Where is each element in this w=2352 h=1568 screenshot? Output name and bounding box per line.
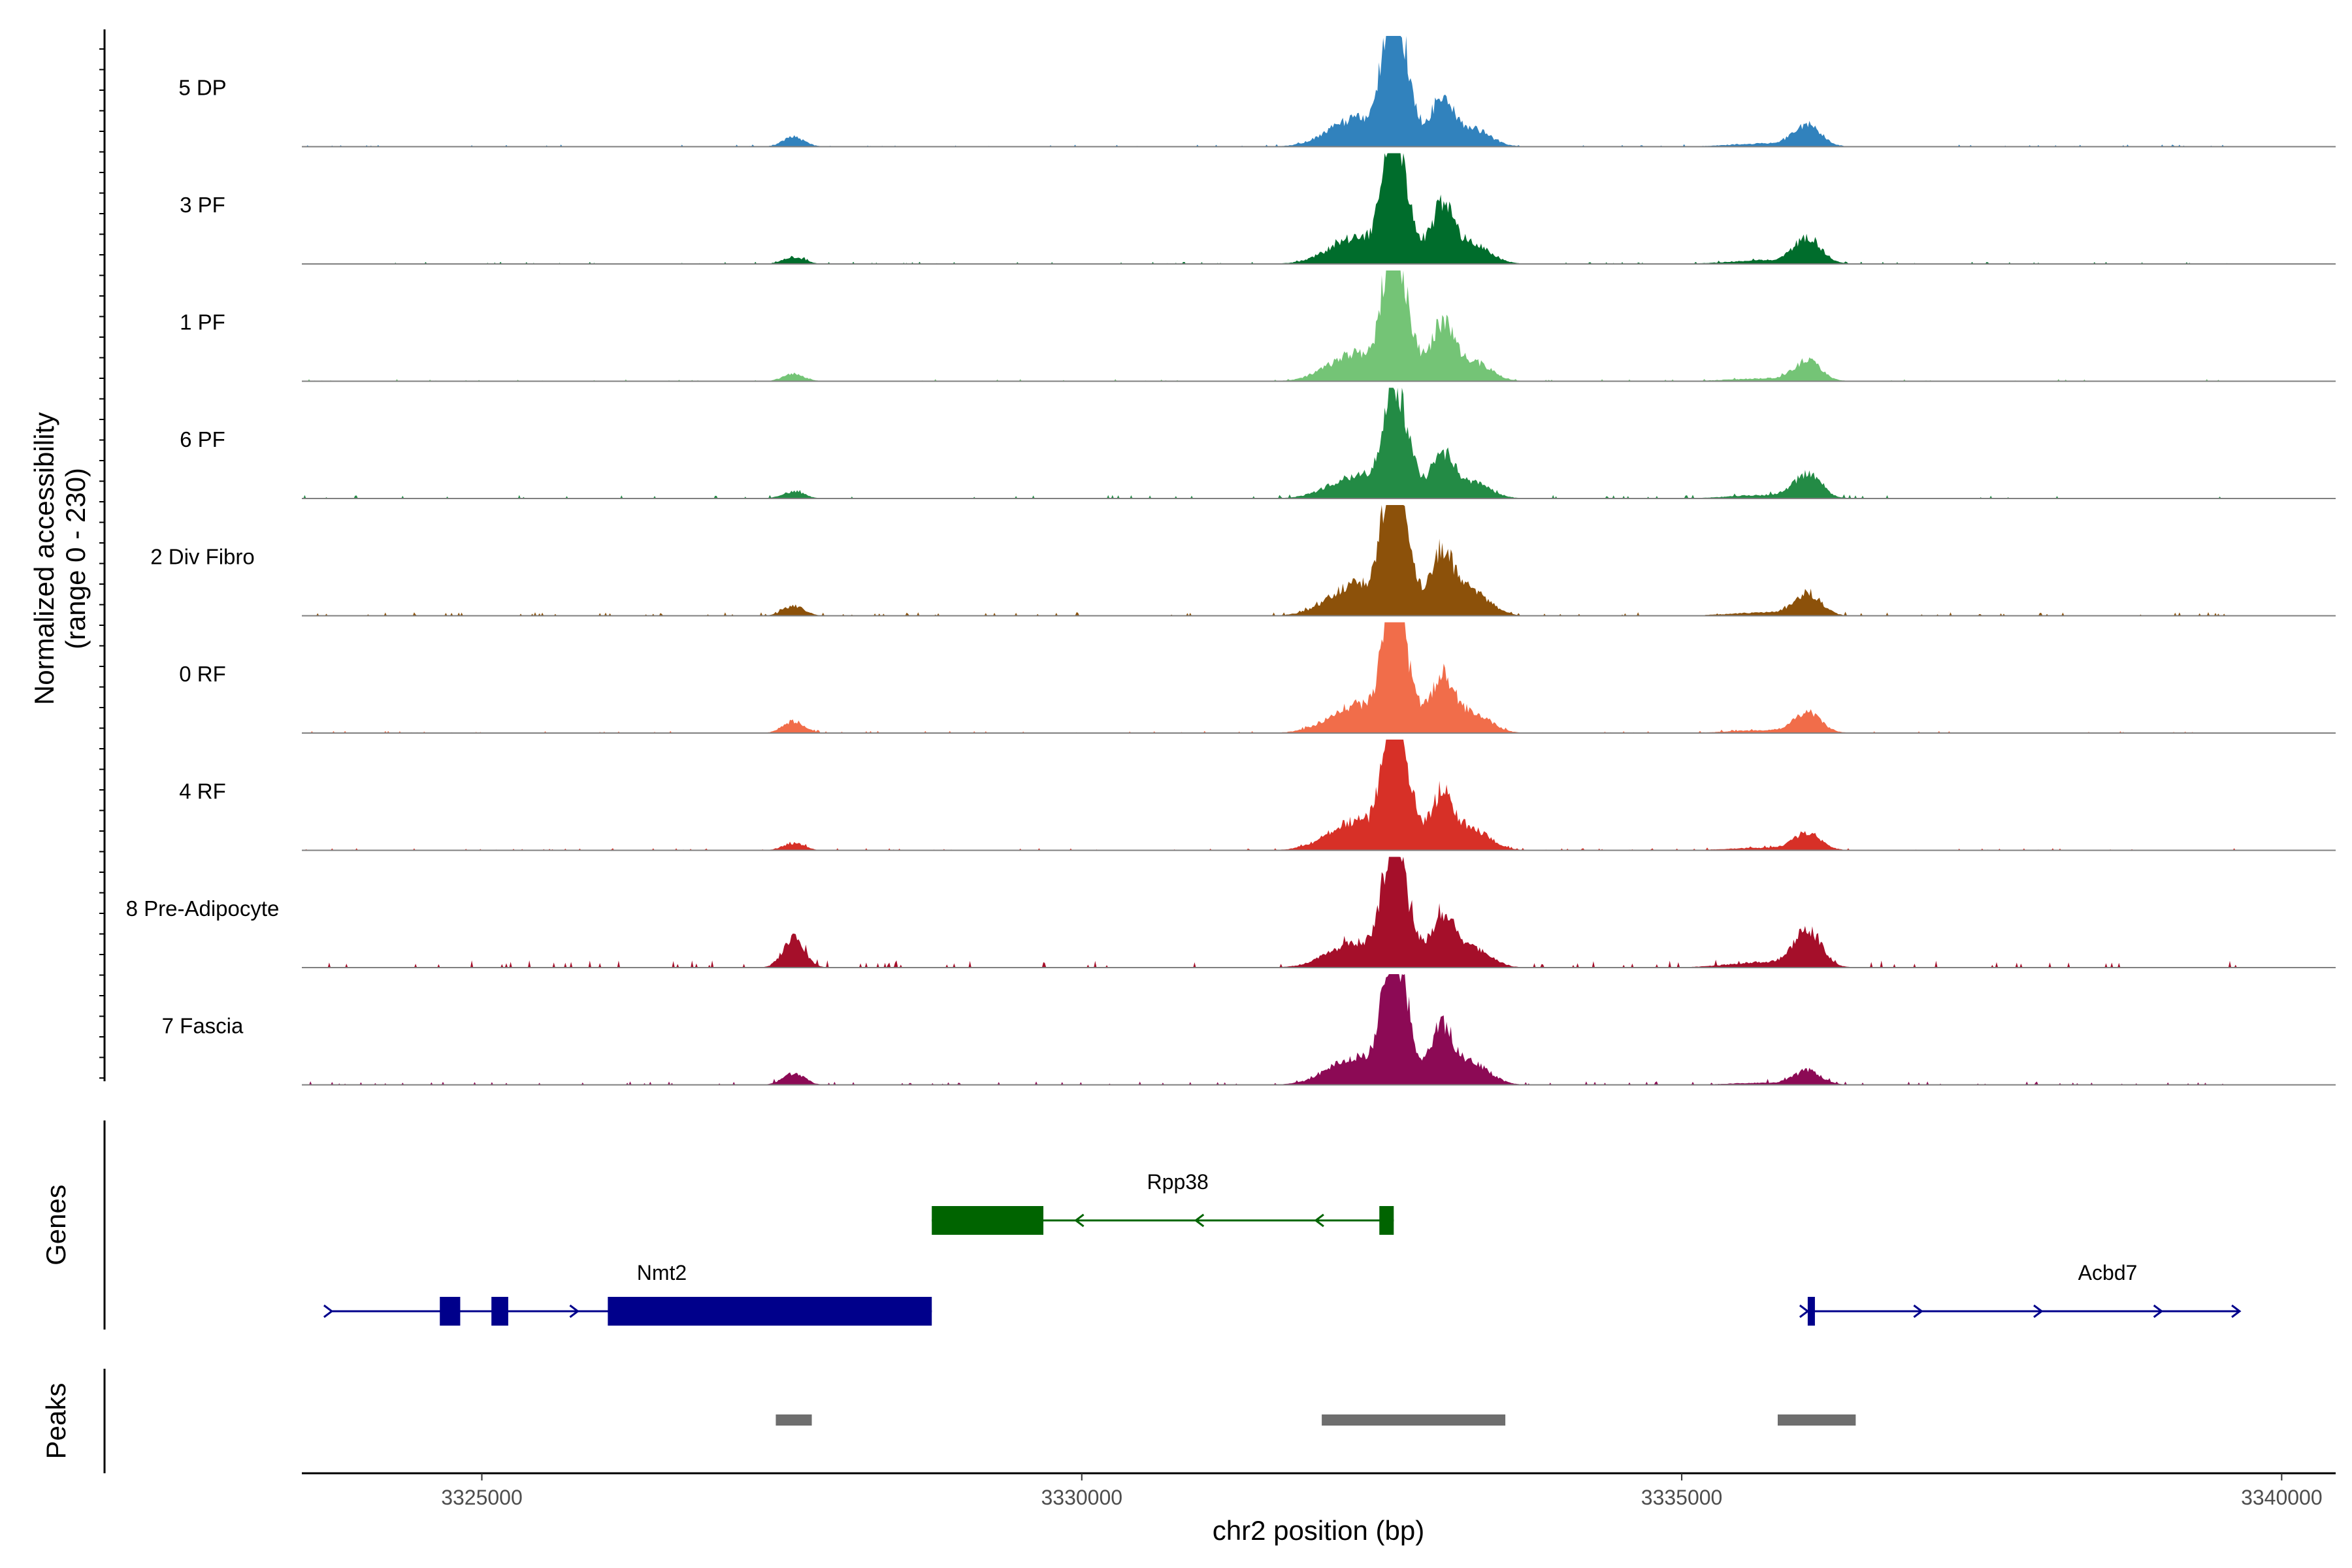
x-axis-title: chr2 position (bp) bbox=[1213, 1515, 1425, 1546]
x-tick-label-0: 3325000 bbox=[441, 1486, 523, 1509]
strand-arrow-rpp38-1 bbox=[1194, 1213, 1205, 1228]
y-axis-title-line-1: Normalized accessibility bbox=[29, 412, 59, 705]
peak-bar-0 bbox=[776, 1414, 812, 1426]
x-axis: 3325000 3330000 3335000 3340000 chr2 positi… bbox=[302, 1472, 2336, 1546]
coverage-tracks bbox=[302, 36, 2336, 1086]
track-label-4: 2 Div Fibro bbox=[150, 545, 255, 569]
coverage-area-1 bbox=[302, 153, 2240, 264]
y-axis-ticks bbox=[99, 48, 105, 1079]
track-label-0: 5 DP bbox=[178, 76, 226, 100]
strand-arrow-nmt2-1 bbox=[569, 1304, 580, 1318]
y-axis-title: Normalized accessibility(range 0 - 230) bbox=[29, 412, 91, 705]
exon-nmt2-2 bbox=[608, 1297, 932, 1326]
x-tick-label-2: 3335000 bbox=[1641, 1486, 1723, 1509]
y-axis-title-line-2: (range 0 - 230) bbox=[60, 468, 91, 649]
strand-arrow-rpp38-2 bbox=[1314, 1213, 1324, 1228]
x-axis-ticks: 3325000 3330000 3335000 3340000 bbox=[441, 1473, 2323, 1509]
strand-arrow-acbd7-0 bbox=[1799, 1304, 1810, 1318]
track-label-5: 0 RF bbox=[179, 662, 226, 686]
peak-bar-2 bbox=[1777, 1414, 1856, 1426]
track-label-3: 6 PF bbox=[180, 427, 225, 451]
exon-nmt2-0 bbox=[440, 1297, 461, 1326]
coverage-area-0 bbox=[302, 36, 2240, 147]
exon-acbd7-0 bbox=[1807, 1297, 1815, 1326]
track-label-7: 8 Pre-Adipocyte bbox=[126, 896, 280, 921]
strand-arrow-acbd7-3 bbox=[2153, 1304, 2164, 1318]
exon-rpp38-1 bbox=[1379, 1206, 1394, 1235]
exon-nmt2-1 bbox=[491, 1297, 508, 1326]
track-label-1: 3 PF bbox=[180, 193, 225, 217]
strand-arrow-acbd7-2 bbox=[2033, 1304, 2044, 1318]
strand-arrow-acbd7-4 bbox=[2231, 1304, 2242, 1318]
coverage-area-5 bbox=[302, 622, 2240, 733]
strand-arrow-acbd7-1 bbox=[1913, 1304, 1923, 1318]
track-label-2: 1 PF bbox=[180, 310, 225, 335]
strand-arrow-nmt2-0 bbox=[323, 1304, 334, 1318]
strand-arrow-rpp38-0 bbox=[1074, 1213, 1085, 1228]
gene-label-acbd7: Acbd7 bbox=[2078, 1261, 2138, 1284]
coverage-area-7 bbox=[302, 857, 2240, 968]
coverage-area-2 bbox=[302, 270, 2240, 382]
peak-bars bbox=[776, 1414, 1856, 1426]
peak-bar-1 bbox=[1322, 1414, 1506, 1426]
exon-rpp38-0 bbox=[932, 1206, 1044, 1235]
coverage-area-6 bbox=[302, 740, 2240, 851]
track-labels: 5 DP 3 PF 1 PF 6 PF 2 Div Fibro 0 RF 4 RF 8 Pre… bbox=[126, 76, 280, 1038]
peaks-panel-label: Peaks bbox=[41, 1383, 71, 1460]
x-tick-label-3: 3340000 bbox=[2241, 1486, 2323, 1509]
track-label-6: 4 RF bbox=[179, 779, 226, 804]
genes-panel: Genes Rpp38 Nmt2 Acbd7 bbox=[41, 1120, 2242, 1330]
genes-panel-label: Genes bbox=[41, 1184, 71, 1266]
gene-label-nmt2: Nmt2 bbox=[637, 1261, 687, 1284]
track-label-8: 7 Fascia bbox=[162, 1014, 244, 1038]
peaks-panel: Peaks bbox=[41, 1369, 1856, 1473]
y-axis bbox=[99, 29, 106, 1081]
gene-models: Rpp38 Nmt2 Acbd7 bbox=[323, 1170, 2242, 1326]
x-tick-label-1: 3330000 bbox=[1041, 1486, 1122, 1509]
coverage-area-3 bbox=[302, 387, 2240, 498]
coverage-area-4 bbox=[302, 505, 2240, 616]
coverage-area-8 bbox=[302, 974, 2240, 1085]
gene-label-rpp38: Rpp38 bbox=[1147, 1170, 1209, 1194]
